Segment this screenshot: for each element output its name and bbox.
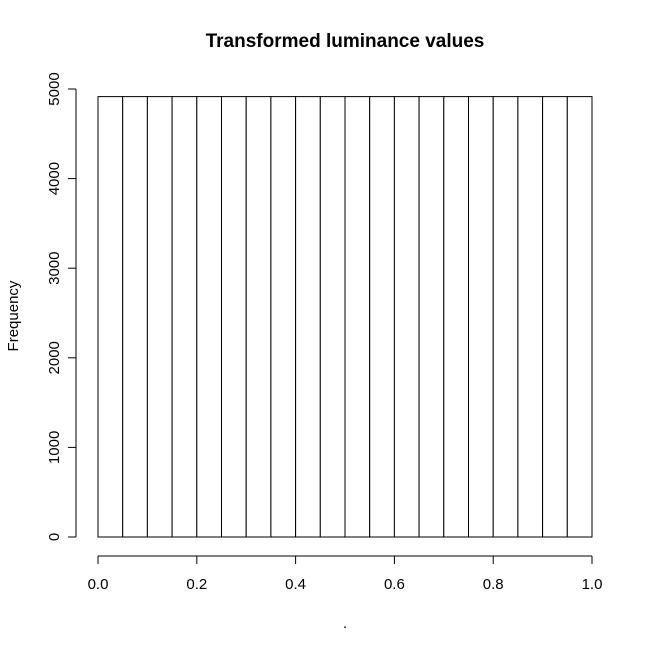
y-tick-label: 0 (46, 533, 63, 541)
histogram-bar (319, 96, 346, 538)
y-tick-label: 4000 (46, 162, 63, 195)
x-tick-label: 0.6 (384, 576, 405, 593)
x-axis-label: . (343, 615, 347, 632)
y-tick-label: 5000 (46, 72, 63, 105)
x-tick-label: 0.0 (88, 576, 109, 593)
x-tick-label: 0.2 (186, 576, 207, 593)
histogram-bar (270, 96, 297, 538)
histogram-bar (221, 96, 247, 538)
y-tick-label: 1000 (46, 431, 63, 464)
x-tick-label: 1.0 (582, 576, 603, 593)
histogram-bar (443, 96, 469, 538)
histogram-bar (517, 96, 544, 538)
y-axis-label: Frequency (5, 280, 22, 351)
bars-layer (97, 96, 593, 538)
histogram-bar (146, 96, 173, 538)
histogram-bar (344, 96, 371, 538)
histogram-bar (295, 96, 321, 538)
histogram-bar (97, 96, 124, 538)
x-axis: 0.0 0.2 0.4 0.6 0.8 1.0 (88, 555, 603, 593)
histogram-bar (122, 96, 148, 538)
histogram-bar (369, 96, 395, 538)
y-axis: 0 1000 2000 3000 4000 5000 (46, 72, 77, 541)
histogram-bar (171, 96, 198, 538)
histogram-bar (245, 96, 272, 538)
y-tick-label: 3000 (46, 252, 63, 285)
histogram-bar (418, 96, 445, 538)
x-tick-label: 0.4 (285, 576, 306, 593)
histogram-bar (492, 96, 519, 538)
histogram-bar (542, 96, 568, 538)
chart-title: Transformed luminance values (206, 31, 485, 52)
x-tick-label: 0.8 (483, 576, 504, 593)
histogram-bar (393, 96, 420, 538)
histogram-bar (566, 96, 593, 538)
histogram-bar (468, 96, 494, 538)
histogram-bar (196, 96, 223, 538)
y-tick-label: 2000 (46, 341, 63, 374)
